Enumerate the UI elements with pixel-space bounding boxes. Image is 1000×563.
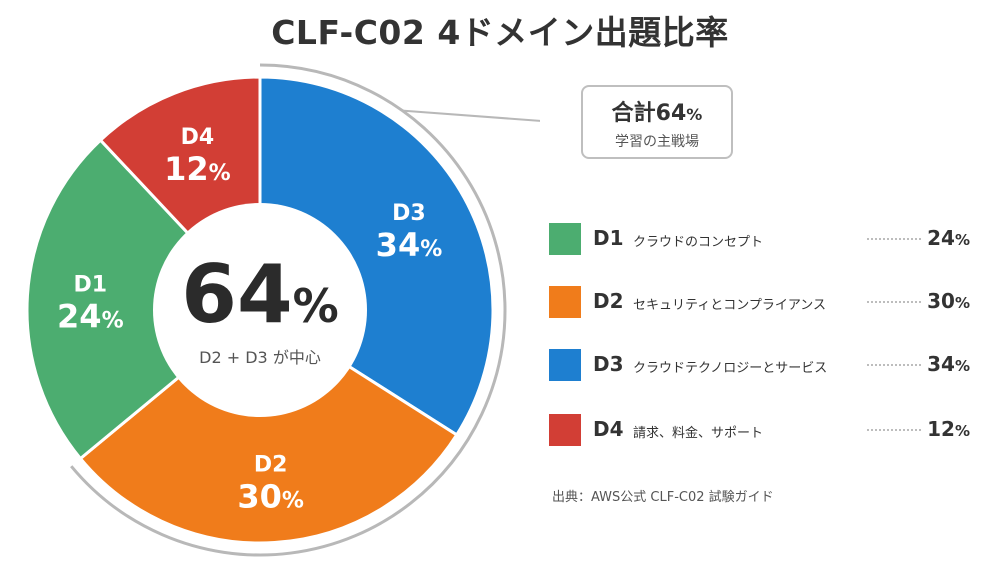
slice-label-value: 34% bbox=[376, 226, 443, 264]
slice-label-value: 24% bbox=[57, 297, 124, 335]
legend-name: クラウドのコンセプト bbox=[633, 235, 764, 250]
center-caption: D2 + D3 が中心 bbox=[199, 348, 321, 367]
slice-d2 bbox=[78, 308, 459, 545]
legend-item-d2: D2 セキュリティとコンプライアンス 30% bbox=[549, 285, 974, 319]
chart-title: CLF-C02 4ドメイン出題比率 bbox=[271, 13, 729, 52]
leader-dots bbox=[867, 364, 921, 366]
slice-label-code: D4 bbox=[181, 125, 215, 150]
callout-caption: 学習の主戦場 bbox=[615, 134, 699, 150]
legend-value: 12% bbox=[927, 417, 970, 441]
legend-swatch bbox=[549, 286, 581, 318]
leader-dots bbox=[867, 301, 921, 303]
leader-dots bbox=[867, 238, 921, 240]
source-note: 出典：AWS公式 CLF-C02 試験ガイド bbox=[552, 490, 774, 505]
callout-connector bbox=[402, 109, 540, 122]
slice-label-code: D1 bbox=[74, 272, 108, 297]
highlight-arc bbox=[70, 63, 507, 557]
legend-swatch bbox=[549, 414, 581, 446]
legend-code: D4 bbox=[593, 417, 624, 441]
slice-label-value: 30% bbox=[237, 478, 304, 516]
slice-d1 bbox=[25, 138, 263, 461]
legend-item-d3: D3 クラウドテクノロジーとサービス 34% bbox=[549, 348, 974, 382]
legend-item-d1: D1 クラウドのコンセプト 24% bbox=[549, 222, 974, 256]
legend-swatch bbox=[549, 349, 581, 381]
legend-value: 34% bbox=[927, 352, 970, 376]
center-total-value: 64% bbox=[181, 248, 338, 341]
leader-dots bbox=[867, 429, 921, 431]
legend-swatch bbox=[549, 223, 581, 255]
callout-total-value: 合計64 bbox=[611, 101, 687, 126]
legend-name: セキュリティとコンプライアンス bbox=[633, 298, 827, 313]
callout-total: 合計64% bbox=[583, 95, 731, 127]
legend-value: 30% bbox=[927, 289, 970, 313]
legend-code: D2 bbox=[593, 289, 624, 313]
legend-code: D1 bbox=[593, 226, 624, 250]
legend-name: 請求、料金、サポート bbox=[633, 426, 764, 441]
donut-hole bbox=[153, 203, 367, 417]
slice-label-code: D2 bbox=[254, 453, 288, 478]
total-callout: 合計64% 学習の主戦場 bbox=[581, 85, 733, 159]
legend-value: 24% bbox=[927, 226, 970, 250]
legend-code: D3 bbox=[593, 352, 624, 376]
callout-total-unit: % bbox=[686, 105, 703, 124]
slice-label-value: 12% bbox=[164, 150, 231, 188]
slice-label-code: D3 bbox=[392, 201, 426, 226]
legend-item-d4: D4 請求、料金、サポート 12% bbox=[549, 413, 974, 447]
legend-name: クラウドテクノロジーとサービス bbox=[633, 361, 828, 376]
